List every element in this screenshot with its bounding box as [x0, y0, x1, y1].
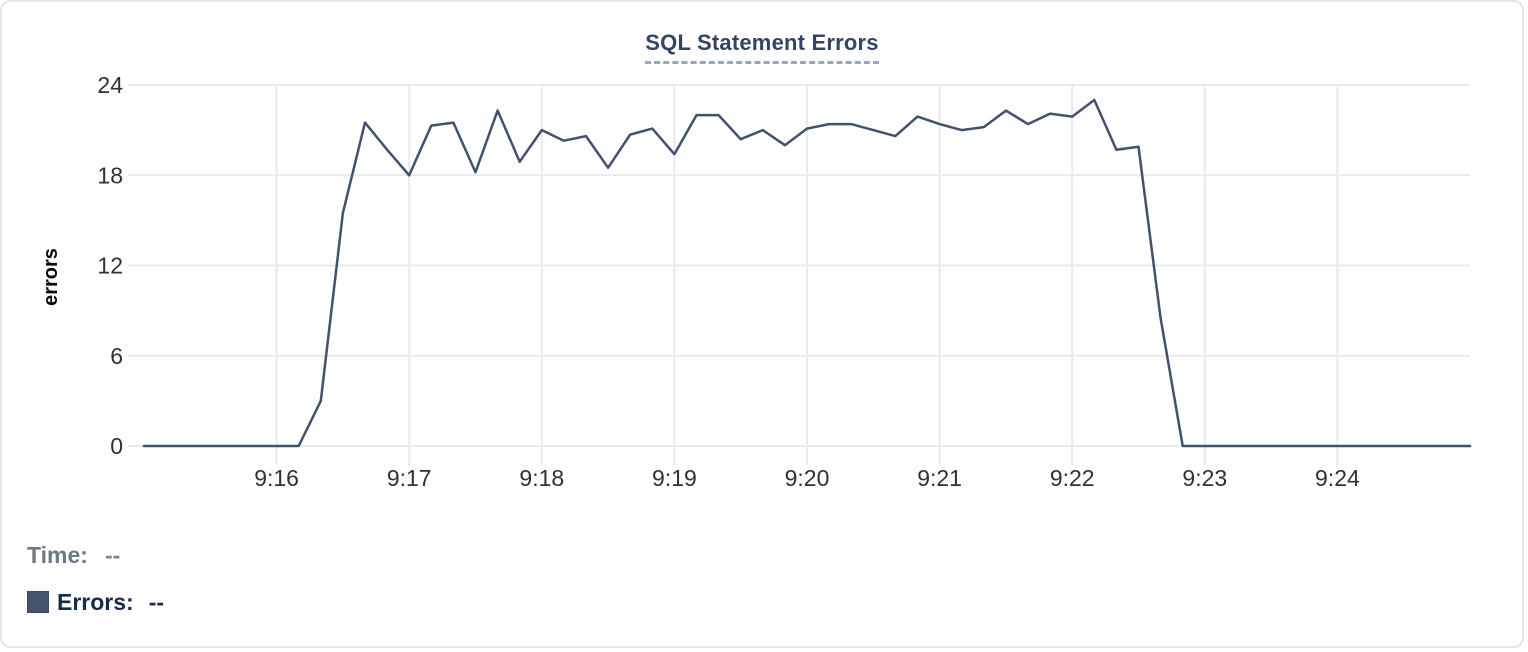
chart-header: SQL Statement Errors	[2, 30, 1522, 64]
legend-time-value: --	[104, 541, 121, 568]
legend-time-row: Time: --	[27, 542, 164, 568]
x-tick-label: 9:24	[1315, 465, 1360, 491]
legend-errors-label: Errors:	[57, 588, 134, 615]
y-tick-label: 0	[110, 433, 123, 459]
chart-svg[interactable]: 0 6 12 18 24 9:16 9:17 9:18 9:19 9:20 9:21 9:22 9:23…	[2, 2, 1524, 512]
legend-time-label: Time:	[27, 541, 88, 568]
chart-title[interactable]: SQL Statement Errors	[645, 30, 879, 64]
x-tick-label: 9:19	[652, 465, 697, 491]
errors-series-swatch	[27, 591, 49, 613]
y-tick-label: 24	[97, 72, 123, 98]
legend-errors-value: --	[148, 588, 165, 615]
x-tick-label: 9:18	[519, 465, 564, 491]
y-tick-label: 6	[110, 343, 123, 369]
x-tick-label: 9:23	[1182, 465, 1227, 491]
x-tick-label: 9:20	[785, 465, 830, 491]
legend-errors-row: Errors: --	[27, 589, 164, 615]
x-tick-label: 9:17	[387, 465, 432, 491]
errors-line	[142, 98, 1472, 448]
y-tick-label: 18	[97, 162, 123, 188]
x-tick-label: 9:21	[917, 465, 962, 491]
x-tick-label: 9:16	[254, 465, 299, 491]
x-tick-label: 9:22	[1050, 465, 1095, 491]
y-tick-label: 12	[97, 253, 123, 279]
chart-legend: Time: -- Errors: --	[27, 542, 164, 636]
